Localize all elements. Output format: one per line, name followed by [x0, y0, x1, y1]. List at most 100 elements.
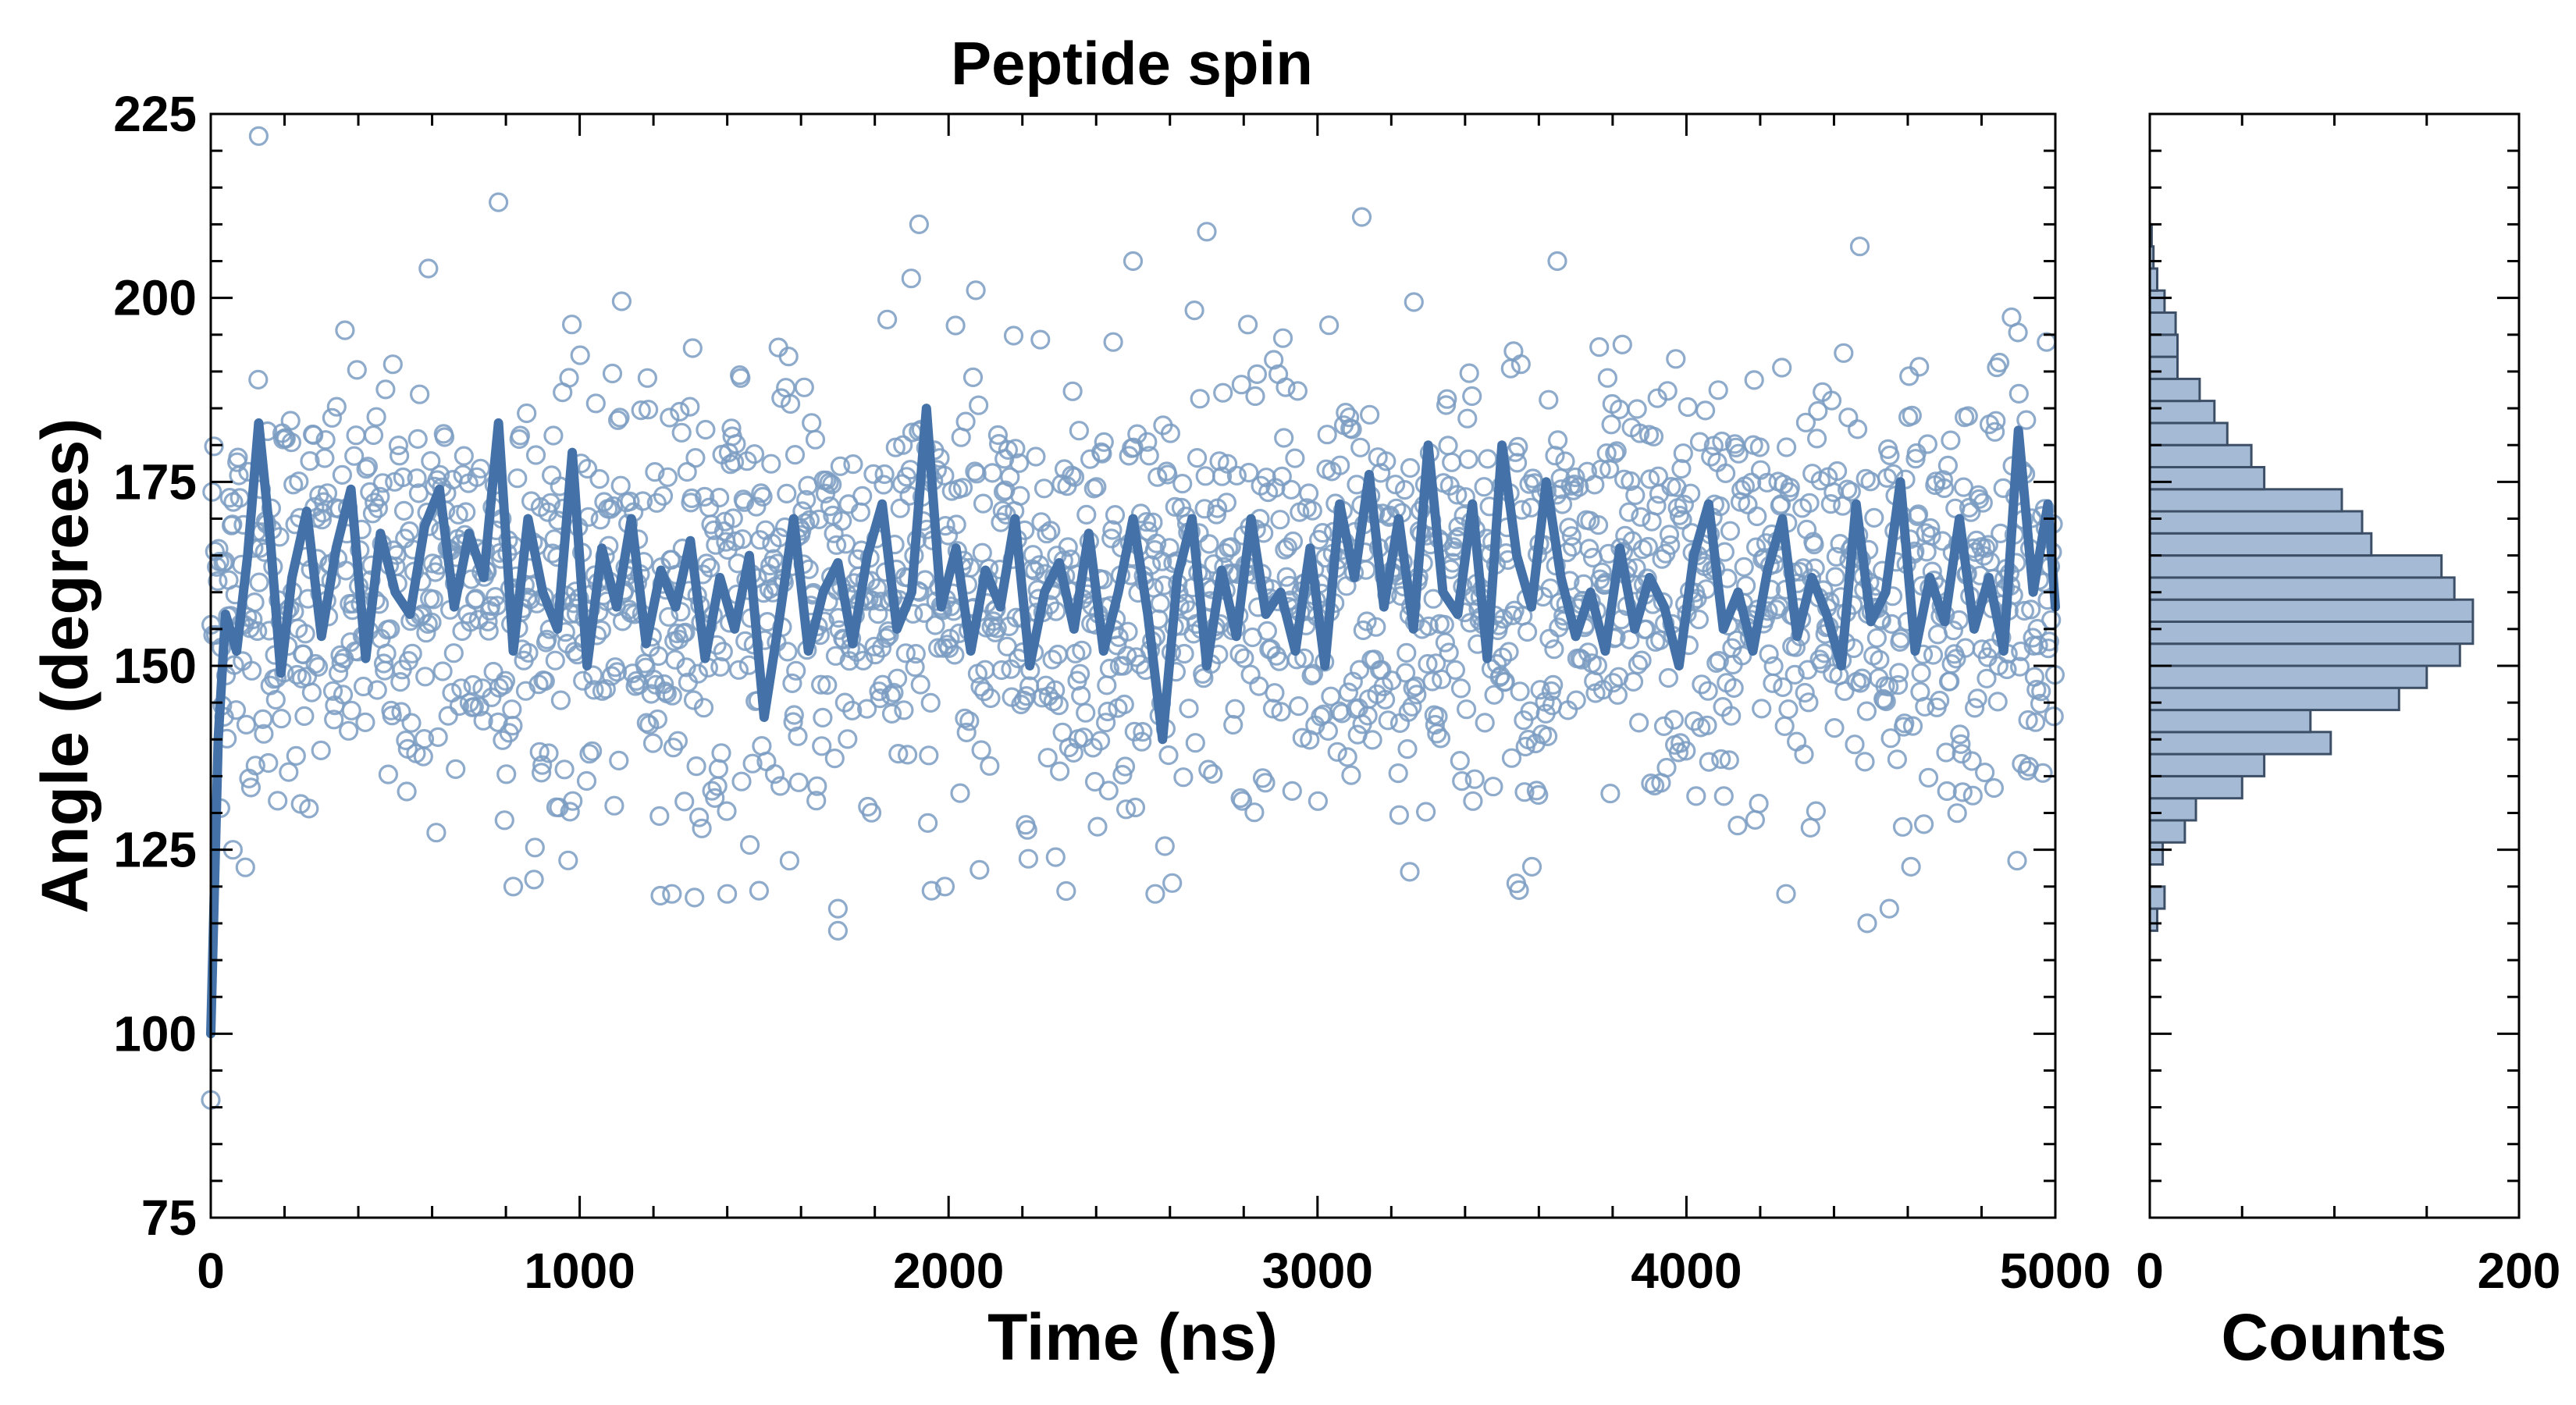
histogram-bar — [2148, 333, 2179, 358]
scatter-point — [301, 682, 322, 702]
scatter-point — [1989, 352, 2010, 373]
scatter-point — [271, 708, 291, 729]
scatter-point — [955, 411, 976, 432]
scatter-point — [1272, 328, 1293, 348]
scatter-point — [945, 645, 965, 665]
histogram-bar — [2148, 774, 2243, 800]
scatter-point — [1656, 757, 1677, 778]
histogram-bar — [2148, 686, 2400, 712]
scatter-point — [1302, 500, 1322, 521]
scatter-point — [366, 407, 386, 427]
histogram-bars — [2148, 222, 2475, 932]
scatter-point — [1495, 671, 1515, 692]
histogram-plot: 0 200 Counts — [2136, 112, 2561, 1374]
scatter-point — [1630, 423, 1650, 443]
scatter-point — [376, 643, 397, 663]
scatter-point — [1561, 526, 1582, 546]
scatter-point — [1952, 782, 1973, 802]
scatter-point — [749, 530, 770, 550]
scatter-point — [1112, 764, 1133, 785]
scatter-point — [1337, 747, 1357, 767]
scatter-point — [1064, 467, 1085, 487]
scatter-point — [1499, 642, 1519, 662]
scatter-point — [1058, 537, 1078, 557]
scatter-point — [1787, 731, 1807, 752]
scatter-point — [723, 508, 743, 528]
scatter-point — [1774, 716, 1795, 736]
scatter-point — [333, 685, 354, 705]
scatter-point — [1194, 499, 1215, 519]
scatter-point — [467, 467, 487, 487]
scatter-point — [382, 706, 402, 726]
scatter-point — [518, 642, 539, 663]
scatter-point — [2028, 635, 2048, 656]
scatter-point — [1450, 678, 1471, 699]
scatter-point — [1605, 443, 1625, 464]
scatter-point — [1174, 643, 1194, 664]
scatter-point — [503, 715, 523, 736]
scatter-point — [1640, 469, 1660, 489]
scatter-point — [1587, 656, 1608, 676]
scatter-point — [956, 722, 977, 743]
scatter-point — [1398, 702, 1418, 722]
scatter-point — [229, 465, 249, 486]
scatter-point — [696, 419, 716, 440]
scatter-point — [1697, 715, 1717, 735]
scatter-point — [1483, 777, 1503, 797]
scatter-point — [2011, 641, 2031, 662]
x-tick-label: 4000 — [1631, 1243, 1742, 1299]
histogram-bar — [2148, 289, 2166, 315]
scatter-point — [1692, 674, 1712, 695]
scatter-point — [219, 487, 240, 508]
scatter-point — [822, 474, 842, 495]
scatter-point — [749, 880, 770, 901]
scatter-point — [1716, 463, 1736, 484]
scatter-point — [456, 502, 476, 522]
scatter-point — [879, 625, 899, 646]
scatter-point — [746, 496, 767, 517]
scatter-point — [734, 492, 755, 512]
scatter-point — [662, 685, 682, 706]
scatter-point — [438, 706, 458, 726]
scatter-point — [589, 468, 610, 489]
scatter-point — [805, 429, 826, 450]
scatter-point — [1709, 650, 1729, 671]
scatter-point — [1902, 716, 1923, 736]
scatter-point — [1343, 671, 1363, 692]
x-tick-label: 0 — [197, 1243, 225, 1299]
scatter-point — [254, 724, 274, 744]
histogram-x-tick-label: 200 — [2478, 1243, 2561, 1299]
histogram-bar — [2148, 576, 2456, 601]
scatter-point — [813, 707, 833, 728]
scatter-point — [531, 763, 552, 783]
scatter-point — [1773, 677, 1793, 698]
chart-title: Peptide spin — [951, 29, 1313, 98]
scatter-point — [356, 459, 376, 479]
scatter-point — [1037, 524, 1057, 544]
scatter-point — [873, 475, 894, 495]
scatter-point — [1975, 762, 1995, 783]
scatter-point — [1158, 745, 1179, 766]
scatter-point — [1623, 671, 1644, 692]
scatter-point — [1848, 419, 1868, 439]
scatter-point — [1528, 784, 1549, 806]
scatter-point — [525, 445, 546, 465]
scatter-point — [1076, 504, 1097, 525]
scatter-point — [391, 702, 411, 722]
scatter-point — [1811, 653, 1832, 674]
scatter-point — [577, 458, 598, 479]
scatter-point — [780, 393, 801, 414]
scatter-point — [1780, 478, 1800, 498]
scatter-point — [286, 745, 306, 767]
scatter-point — [558, 850, 578, 870]
scatter-point — [1643, 426, 1664, 446]
scatter-point — [1953, 477, 1973, 497]
scatter-point — [409, 384, 430, 404]
scatter-point — [494, 810, 514, 831]
scatter-point — [1270, 510, 1290, 530]
scatter-point — [971, 740, 991, 760]
scatter-point — [1559, 518, 1579, 538]
scatter-point — [777, 642, 798, 662]
scatter-point — [1338, 682, 1359, 702]
scatter-point — [2037, 332, 2057, 352]
